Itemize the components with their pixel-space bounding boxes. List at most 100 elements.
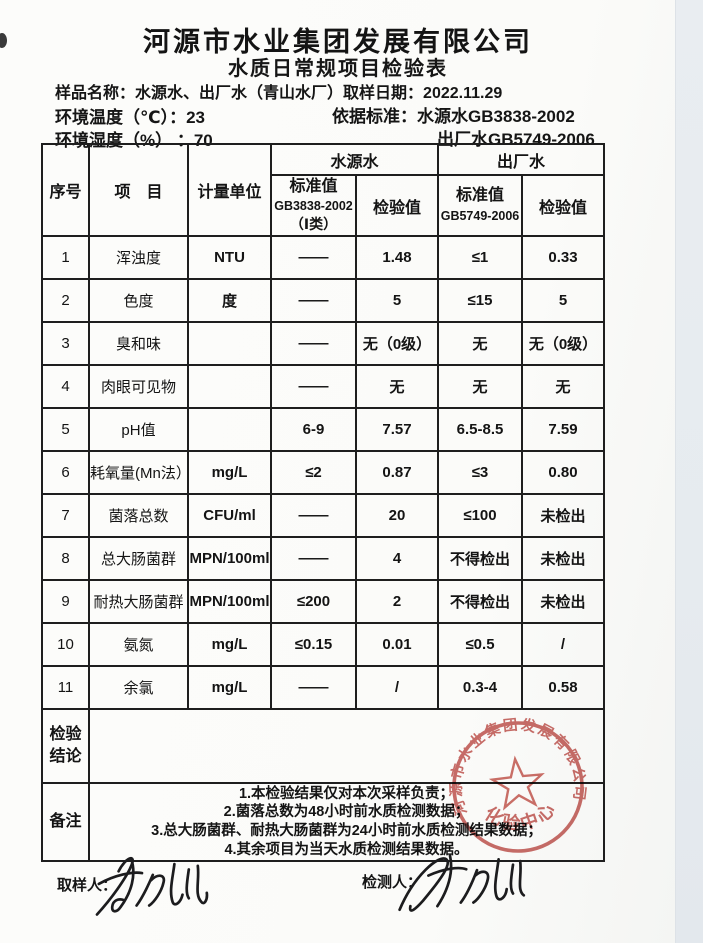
row-unit: NTU [187, 235, 272, 280]
table-row: 1 浑浊度 NTU —— 1.48 ≤1 0.33 [41, 235, 605, 280]
row-factory-standard: ≤100 [437, 493, 523, 538]
conclusion-label-line1: 检验 [49, 726, 82, 744]
row-no: 7 [41, 493, 90, 538]
row-source-standard: ≤200 [270, 579, 357, 624]
row-item: 氨氮 [88, 622, 189, 667]
table-row: 2 色度 度 —— 5 ≤15 5 [41, 278, 605, 323]
col-header-unit: 计量单位 [187, 143, 272, 237]
scan-edge-strip [675, 0, 703, 943]
env-temperature-value: 23 [186, 108, 206, 127]
row-factory-standard: ≤0.5 [437, 622, 523, 667]
row-item: 臭和味 [88, 321, 189, 366]
row-source-value: 无（0级） [355, 321, 439, 366]
row-source-standard: ≤0.15 [270, 622, 357, 667]
row-unit: mg/L [187, 622, 272, 667]
table-row: 3 臭和味 —— 无（0级） 无 无（0级） [41, 321, 605, 366]
row-no: 10 [41, 622, 90, 667]
standard-source-value: 水源水GB3838-2002 [417, 107, 575, 126]
row-unit: 度 [187, 278, 272, 323]
row-unit [187, 321, 272, 366]
row-factory-standard: 不得检出 [437, 536, 523, 581]
water-quality-table: 序号 项 目 计量单位 水源水 出厂水 标准值 GB3838-2002 （Ⅰ类）… [41, 143, 605, 862]
source-standard-label: 标准值 [289, 177, 338, 195]
row-source-value: 1.48 [355, 235, 439, 280]
row-item: 余氯 [88, 665, 189, 710]
row-unit: mg/L [187, 450, 272, 495]
form-title: 水质日常规项目检验表 [228, 58, 448, 80]
env-temperature-line: 环境温度（℃）：23 [55, 103, 205, 128]
row-factory-value: 无（0级） [521, 321, 605, 366]
row-factory-standard: 无 [437, 321, 523, 366]
row-unit: MPN/100ml [187, 579, 272, 624]
row-no: 6 [41, 450, 90, 495]
row-no: 5 [41, 407, 90, 452]
row-factory-standard: ≤3 [437, 450, 523, 495]
row-factory-standard: 不得检出 [437, 579, 523, 624]
group-header-factory-water: 出厂水 [437, 143, 605, 176]
row-source-value: 无 [355, 364, 439, 409]
row-no: 4 [41, 364, 90, 409]
row-factory-standard: 无 [437, 364, 523, 409]
col-header-source-standard: 标准值 GB3838-2002 （Ⅰ类） [270, 174, 357, 237]
sample-name-value: 水源水、出厂水（青山水厂） [135, 85, 344, 102]
remark-line-3: 3.总大肠菌群、耐热大肠菌群为24小时前水质检测结果数据； [151, 823, 542, 839]
seal-center-text: 化验中心 [479, 795, 562, 838]
row-item: 耗氧量(Mn法） [88, 450, 189, 495]
table-row: 9 耐热大肠菌群 MPN/100ml ≤200 2 不得检出 未检出 [41, 579, 605, 624]
row-unit: mg/L [187, 665, 272, 710]
row-source-standard: —— [270, 321, 357, 366]
row-source-value: 4 [355, 536, 439, 581]
col-header-factory-check: 检验值 [521, 174, 605, 237]
row-factory-value: 未检出 [521, 579, 605, 624]
row-source-value: 7.57 [355, 407, 439, 452]
table-row: 4 肉眼可见物 —— 无 无 无 [41, 364, 605, 409]
seal-star-icon [488, 755, 545, 811]
col-header-item: 项 目 [88, 143, 189, 237]
row-item: 总大肠菌群 [88, 536, 189, 581]
row-item: 色度 [88, 278, 189, 323]
row-factory-standard: ≤1 [437, 235, 523, 280]
table-row: 6 耗氧量(Mn法） mg/L ≤2 0.87 ≤3 0.80 [41, 450, 605, 495]
factory-standard-label: 标准值 [455, 187, 504, 205]
col-header-factory-standard: 标准值 GB5749-2006 [437, 174, 523, 237]
row-factory-standard: 0.3-4 [437, 665, 523, 710]
row-source-value: 5 [355, 278, 439, 323]
conclusion-label: 检验 结论 [41, 708, 90, 784]
row-source-value: 2 [355, 579, 439, 624]
remarks-label: 备注 [41, 782, 90, 862]
table-row: 8 总大肠菌群 MPN/100ml —— 4 不得检出 未检出 [41, 536, 605, 581]
row-no: 8 [41, 536, 90, 581]
row-source-standard: —— [270, 364, 357, 409]
row-factory-value: 0.58 [521, 665, 605, 710]
row-source-standard: 6-9 [270, 407, 357, 452]
row-source-value: 20 [355, 493, 439, 538]
remark-line-4: 4.其余项目为当天水质检测结果数据。 [224, 841, 469, 858]
sampler-signature [95, 856, 209, 916]
row-source-standard: —— [270, 235, 357, 280]
row-source-standard: —— [270, 493, 357, 538]
col-header-source-check: 检验值 [355, 174, 439, 237]
row-item: pH值 [88, 407, 189, 452]
row-factory-value: 未检出 [521, 493, 605, 538]
row-no: 2 [41, 278, 90, 323]
row-source-value: / [355, 665, 439, 710]
sample-info-line: 样品名称：水源水、出厂水（青山水厂）取样日期：2022.11.29 [55, 79, 502, 103]
row-unit [187, 407, 272, 452]
table-row: 7 菌落总数 CFU/ml —— 20 ≤100 未检出 [41, 493, 605, 538]
conclusion-label-line2: 结论 [49, 748, 82, 765]
row-source-standard: —— [270, 665, 357, 710]
company-title: 河源市水业集团发展有限公司 [143, 27, 533, 57]
group-header-source-water: 水源水 [270, 143, 439, 176]
sampling-date-value: 2022.11.29 [423, 85, 503, 102]
tester-label: 检测人： [362, 874, 423, 891]
row-factory-value: 0.33 [521, 235, 605, 280]
seal-ring [452, 721, 584, 853]
row-factory-value: 未检出 [521, 536, 605, 581]
conclusion-value [88, 708, 605, 784]
row-no: 1 [41, 235, 90, 280]
tester-signature [398, 854, 526, 912]
row-no: 9 [41, 579, 90, 624]
table-row: 10 氨氮 mg/L ≤0.15 0.01 ≤0.5 / [41, 622, 605, 667]
row-unit: MPN/100ml [187, 536, 272, 581]
row-no: 3 [41, 321, 90, 366]
